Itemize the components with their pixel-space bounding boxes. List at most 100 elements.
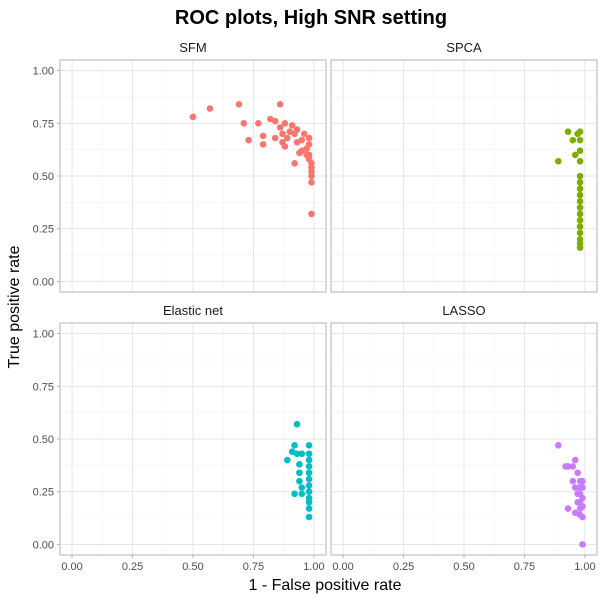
data-point-sfm [284, 134, 291, 142]
data-point-lasso [564, 463, 572, 470]
data-point-sfm [276, 100, 284, 108]
y-tick-label: 1.00 [33, 329, 54, 341]
data-point-elastic-net [296, 461, 303, 468]
data-point-lasso [555, 442, 562, 449]
x-tick-label: 0.25 [393, 561, 414, 573]
data-point-lasso [574, 469, 581, 477]
data-point-elastic-net [305, 498, 313, 506]
data-point-sfm [276, 124, 284, 131]
data-point-elastic-net [291, 490, 298, 498]
x-tick-label: 0.25 [122, 561, 143, 573]
data-point-sfm [308, 172, 315, 180]
y-tick-label: 0.50 [33, 434, 54, 446]
data-point-elastic-net [296, 477, 303, 485]
data-point-sfm [298, 136, 306, 144]
x-tick-label: 0.50 [182, 561, 203, 573]
data-point-spca [576, 128, 584, 136]
data-point-sfm [293, 126, 301, 133]
panel-title-elastic-net: Elastic net [163, 303, 223, 318]
data-point-elastic-net [298, 490, 306, 498]
data-point-spca [576, 157, 584, 165]
panel-lasso: LASSO 0.00 0.25 0.50 0.75 1.00 [330, 303, 598, 573]
x-tick-label: 1.00 [303, 561, 324, 573]
x-tick-label: 0.75 [514, 561, 535, 573]
data-point-spca [576, 223, 584, 230]
data-point-lasso [579, 477, 586, 485]
data-point-sfm [288, 122, 296, 129]
data-point-spca [576, 244, 584, 252]
data-point-sfm [259, 141, 267, 148]
data-point-lasso [579, 484, 586, 491]
data-point-sfm [189, 113, 197, 121]
data-point-lasso [571, 484, 579, 491]
panel-title-spca: SPCA [446, 40, 482, 55]
data-point-spca [555, 157, 562, 165]
x-tick-label: 0.50 [453, 561, 474, 573]
data-point-lasso [579, 513, 586, 521]
data-point-elastic-net [293, 450, 301, 458]
data-point-elastic-net [305, 513, 313, 521]
y-tick-label: 0.75 [33, 381, 54, 393]
data-point-elastic-net [293, 420, 301, 428]
data-point-elastic-net [291, 442, 298, 449]
data-point-lasso [571, 456, 579, 464]
x-tick-label: 0.00 [61, 561, 82, 573]
data-point-elastic-net [305, 456, 313, 464]
data-point-lasso [579, 503, 586, 510]
data-point-spca [564, 128, 572, 136]
data-point-elastic-net [305, 469, 313, 477]
data-point-elastic-net [284, 456, 291, 464]
facet-panels: SFM 0.00 0.25 0.50 0.75 1.00 SPCA Elastic net 0.… [33, 40, 598, 573]
panel-elastic-net: Elastic net 0.00 0.25 0.50 0.75 1.00 0.00 0.25 0… [33, 303, 327, 573]
y-tick-label: 0.75 [33, 118, 54, 130]
data-point-lasso [569, 463, 577, 470]
data-point-spca [576, 210, 584, 218]
data-point-lasso [579, 541, 586, 548]
data-point-spca [576, 198, 584, 205]
x-tick-label: 0.00 [332, 561, 353, 573]
x-tick-label: 0.75 [243, 561, 264, 573]
data-point-spca [576, 204, 584, 211]
data-point-spca [576, 136, 584, 144]
data-point-spca [569, 136, 577, 144]
panel-sfm: SFM 0.00 0.25 0.50 0.75 1.00 [33, 40, 327, 293]
y-tick-label: 0.00 [33, 276, 54, 288]
data-point-spca [576, 185, 584, 192]
data-point-spca [576, 229, 584, 237]
data-point-sfm [240, 119, 248, 127]
data-point-spca [576, 216, 584, 224]
data-point-spca [576, 172, 584, 180]
data-point-sfm [281, 143, 289, 150]
panel-title-lasso: LASSO [442, 303, 485, 318]
x-tick-label: 1.00 [574, 561, 595, 573]
panel-title-sfm: SFM [179, 40, 206, 55]
data-point-sfm [300, 130, 308, 138]
data-point-sfm [279, 130, 286, 138]
data-point-elastic-net [305, 463, 313, 470]
data-point-elastic-net [305, 488, 313, 496]
data-point-sfm [281, 119, 289, 127]
y-tick-label: 0.50 [33, 171, 54, 183]
data-point-sfm [245, 136, 252, 144]
data-point-elastic-net [298, 450, 306, 458]
data-point-sfm [206, 105, 214, 112]
data-point-sfm [254, 119, 262, 127]
data-point-lasso [579, 494, 586, 502]
panel-border [330, 59, 598, 293]
data-point-lasso [564, 505, 572, 512]
data-point-spca [576, 147, 584, 154]
data-point-sfm [305, 134, 313, 142]
data-point-spca [576, 191, 584, 199]
data-point-sfm [291, 160, 298, 167]
data-point-sfm [259, 132, 267, 140]
data-point-elastic-net [305, 505, 313, 512]
panel-spca: SPCA [330, 40, 598, 293]
data-point-sfm [235, 100, 243, 108]
y-axis-label: True positive rate [6, 245, 23, 368]
data-point-elastic-net [305, 475, 313, 483]
x-axis-label: 1 - False positive rate [249, 577, 402, 594]
chart-title: ROC plots, High SNR setting [175, 7, 447, 29]
data-point-elastic-net [296, 469, 303, 477]
y-tick-label: 0.25 [33, 224, 54, 236]
data-point-sfm [305, 141, 313, 148]
